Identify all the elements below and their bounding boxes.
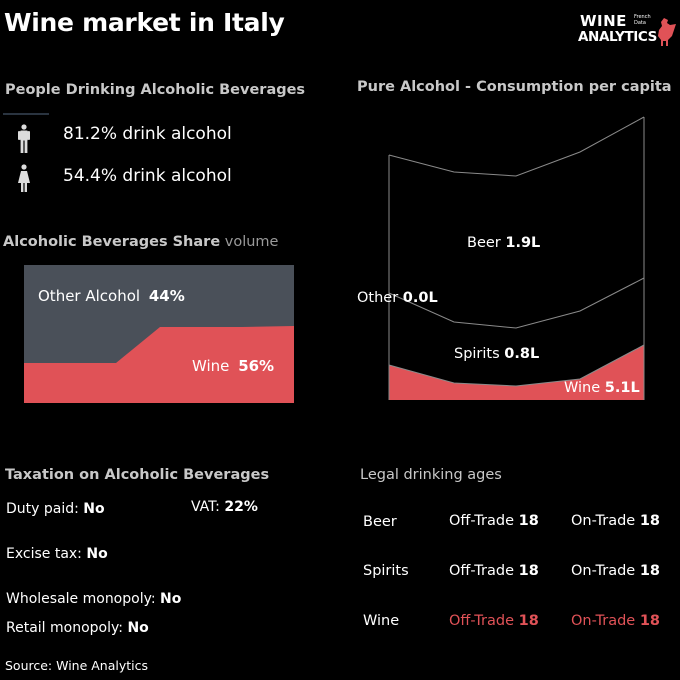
logo-line1: WINE xyxy=(580,12,627,30)
women-label: drink alcohol xyxy=(122,166,232,186)
wine-analytics-logo: WINE French Data ANALYTICS xyxy=(578,12,678,52)
off-trade-label: Off-Trade xyxy=(449,513,515,529)
tax-excise-label: Excise tax: xyxy=(6,546,82,562)
pure-beer-value: 1.9L xyxy=(505,235,541,251)
men-value: 81.2% xyxy=(63,124,118,144)
pure-other-name: Other xyxy=(357,290,399,306)
pure-beer-name: Beer xyxy=(467,235,501,251)
pure-chart xyxy=(388,116,645,400)
tax-vat-label: VAT: xyxy=(191,499,220,515)
tax-retail-value: No xyxy=(127,620,149,636)
off-trade-value: 18 xyxy=(518,563,539,579)
tax-retail: Retail monopoly: No xyxy=(6,620,149,636)
pure-other-label: Other 0.0L xyxy=(357,290,438,306)
on-trade-value: 18 xyxy=(639,563,660,579)
age-row-wine-off: Off-Trade 18 xyxy=(449,613,539,629)
tax-vat-value: 22% xyxy=(224,499,258,515)
men-label: drink alcohol xyxy=(122,124,232,144)
source-note: Source: Wine Analytics xyxy=(5,658,149,673)
age-row-spirits-name: Spirits xyxy=(363,563,409,579)
off-trade-value: 18 xyxy=(518,513,539,529)
share-heading-suffix: volume xyxy=(224,234,279,250)
off-trade-value: 18 xyxy=(518,613,539,629)
share-wine-value: 56% xyxy=(238,357,275,375)
pure-spirits-value: 0.8L xyxy=(504,346,540,362)
pure-beer-label: Beer 1.9L xyxy=(467,235,540,251)
age-row-beer-off: Off-Trade 18 xyxy=(449,513,539,529)
share-other-value: 44% xyxy=(148,287,185,305)
taxation-heading: Taxation on Alcoholic Beverages xyxy=(5,467,270,483)
on-trade-label: On-Trade xyxy=(571,513,636,529)
pure-spirits-name: Spirits xyxy=(454,346,500,362)
woman-icon xyxy=(18,164,30,192)
pure-wine-label: Wine 5.1L xyxy=(564,380,640,396)
share-other-label: Other Alcohol 44% xyxy=(38,287,185,305)
age-row-spirits-on: On-Trade 18 xyxy=(571,563,660,579)
share-wine-area xyxy=(24,326,294,403)
pure-spirits-label: Spirits 0.8L xyxy=(454,346,539,362)
share-wine-name: Wine xyxy=(192,357,230,375)
women-value: 54.4% xyxy=(63,166,118,186)
logo-small: French Data xyxy=(634,14,651,26)
pure-wine-area xyxy=(389,345,644,400)
drinking-heading: People Drinking Alcoholic Beverages xyxy=(5,82,306,98)
tax-duty-label: Duty paid: xyxy=(6,501,79,517)
on-trade-label: On-Trade xyxy=(571,613,636,629)
pure-wine-name: Wine xyxy=(564,380,601,396)
man-icon xyxy=(18,124,30,153)
page-title: Wine market in Italy xyxy=(4,8,285,37)
age-row-wine-on: On-Trade 18 xyxy=(571,613,660,629)
age-row-beer-name: Beer xyxy=(363,514,397,530)
tax-wholesale-value: No xyxy=(160,591,182,607)
drinking-underline xyxy=(3,113,49,115)
on-trade-label: On-Trade xyxy=(571,563,636,579)
age-row-wine-name: Wine xyxy=(363,613,400,629)
off-trade-label: Off-Trade xyxy=(449,563,515,579)
share-heading-main: Alcoholic Beverages Share xyxy=(3,234,221,250)
tax-duty-value: No xyxy=(83,501,105,517)
tax-retail-label: Retail monopoly: xyxy=(6,620,123,636)
logo-line2: ANALYTICS xyxy=(578,29,657,45)
age-row-spirits-off: Off-Trade 18 xyxy=(449,563,539,579)
pure-other-line xyxy=(388,277,645,329)
women-stat: 54.4% drink alcohol xyxy=(63,166,232,186)
age-row-beer-on: On-Trade 18 xyxy=(571,513,660,529)
ages-heading: Legal drinking ages xyxy=(360,467,502,483)
tax-excise: Excise tax: No xyxy=(6,546,108,562)
share-chart xyxy=(24,265,294,403)
pure-beer-line xyxy=(388,116,645,177)
rooster-icon xyxy=(658,18,676,46)
on-trade-value: 18 xyxy=(639,613,660,629)
share-other-name: Other Alcohol xyxy=(38,287,141,305)
pure-wine-value: 5.1L xyxy=(604,380,640,396)
tax-wholesale: Wholesale monopoly: No xyxy=(6,591,181,607)
share-heading: Alcoholic Beverages Share volume xyxy=(3,234,278,250)
pure-spirits-line xyxy=(388,344,645,387)
off-trade-label: Off-Trade xyxy=(449,613,515,629)
pure-other-value: 0.0L xyxy=(402,290,438,306)
pure-heading: Pure Alcohol - Consumption per capita xyxy=(357,79,672,95)
tax-vat: VAT: 22% xyxy=(191,499,258,515)
men-stat: 81.2% drink alcohol xyxy=(63,124,232,144)
tax-duty: Duty paid: No xyxy=(6,501,105,517)
tax-wholesale-label: Wholesale monopoly: xyxy=(6,591,156,607)
tax-excise-value: No xyxy=(86,546,108,562)
share-wine-label: Wine 56% xyxy=(192,357,274,375)
on-trade-value: 18 xyxy=(639,513,660,529)
